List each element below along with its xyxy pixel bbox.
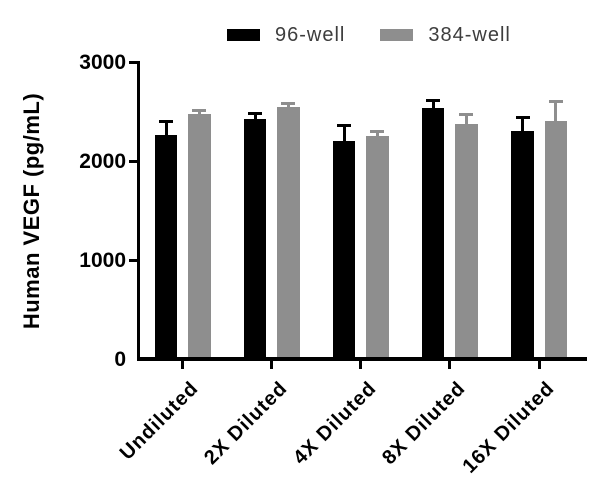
- y-tick-label: 2000: [79, 150, 126, 173]
- legend-swatch-96-well: [227, 29, 260, 41]
- bar-384-well-16x-diluted: [544, 121, 567, 360]
- y-axis-line: [136, 60, 140, 361]
- error-bar-line-384-well-4x-diluted: [375, 131, 379, 141]
- x-tick: [181, 360, 184, 369]
- y-tick-label: 3000: [79, 51, 126, 74]
- bar-96-well-16x-diluted: [511, 131, 534, 360]
- error-bar-cap-96-well-4x-diluted: [337, 124, 352, 128]
- y-tick: [128, 258, 137, 262]
- error-bar-line-384-well-8x-diluted: [464, 114, 468, 128]
- error-bar-cap-96-well-16x-diluted: [515, 116, 530, 120]
- error-bar-cap-384-well-2x-diluted: [281, 101, 296, 105]
- legend-label-96-well: 96-well: [275, 24, 346, 46]
- error-bar-cap-384-well-16x-diluted: [548, 100, 563, 104]
- error-bar-cap-96-well-8x-diluted: [426, 98, 441, 102]
- error-bar-cap-96-well-undiluted: [159, 120, 173, 124]
- x-tick: [448, 360, 452, 369]
- error-bar-cap-384-well-undiluted: [192, 109, 206, 112]
- bar-96-well-undiluted: [154, 134, 177, 360]
- error-bar-line-384-well-16x-diluted: [554, 101, 557, 126]
- error-bar-line-96-well-2x-diluted: [253, 113, 257, 124]
- y-axis-title: Human VEGF (pg/mL): [19, 92, 44, 330]
- x-tick: [537, 360, 541, 369]
- error-bar-cap-384-well-4x-diluted: [370, 129, 385, 133]
- x-category-label: 16X Diluted: [458, 377, 559, 478]
- legend-item-384-well: 384-well: [380, 25, 510, 45]
- error-bar-line-96-well-8x-diluted: [431, 100, 435, 112]
- y-tick: [128, 60, 137, 64]
- legend-label-384-well: 384-well: [428, 24, 511, 46]
- error-bar-cap-384-well-8x-diluted: [459, 113, 474, 117]
- bar-96-well-2x-diluted: [243, 119, 267, 360]
- bar-384-well-8x-diluted: [455, 123, 478, 360]
- y-tick: [128, 159, 137, 163]
- x-tick: [359, 360, 363, 369]
- y-tick-label: 0: [114, 348, 126, 371]
- bar-384-well-4x-diluted: [366, 136, 389, 360]
- x-tick: [270, 360, 274, 369]
- legend-swatch-384-well: [380, 29, 414, 41]
- x-axis-line: [136, 357, 587, 361]
- error-bar-cap-96-well-2x-diluted: [248, 111, 263, 115]
- error-bar-line-96-well-undiluted: [164, 121, 168, 139]
- error-bar-line-96-well-4x-diluted: [342, 125, 346, 146]
- bar-384-well-undiluted: [188, 114, 211, 360]
- legend-item-96-well: 96-well: [227, 25, 345, 45]
- y-tick-label: 1000: [79, 249, 126, 272]
- bar-96-well-4x-diluted: [332, 141, 356, 360]
- bar-384-well-2x-diluted: [277, 106, 300, 360]
- error-bar-line-96-well-16x-diluted: [521, 117, 524, 136]
- chart-legend: 96-well 384-well: [227, 25, 511, 45]
- bar-96-well-8x-diluted: [421, 107, 445, 360]
